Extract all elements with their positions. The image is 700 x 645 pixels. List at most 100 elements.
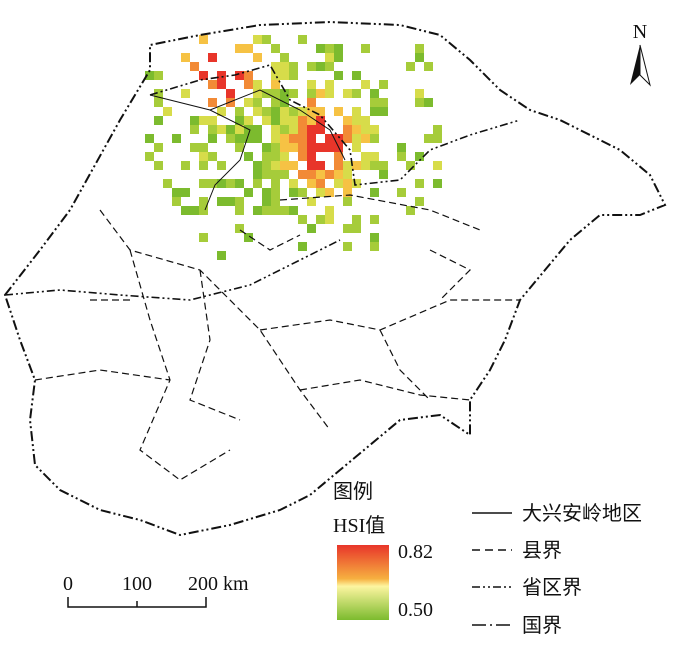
habitat-cell [325,143,334,152]
habitat-cell [424,134,433,143]
scale-label: 200 km [188,573,249,595]
habitat-cell [190,125,199,134]
habitat-cell [289,143,298,152]
habitat-cell [316,143,325,152]
habitat-cell [343,125,352,134]
habitat-cell [208,134,217,143]
habitat-cell [244,134,253,143]
habitat-cell [271,71,280,80]
habitat-cell [307,80,316,89]
habitat-cell [298,152,307,161]
habitat-cell [280,116,289,125]
habitat-cell [271,197,280,206]
habitat-cell [316,62,325,71]
habitat-cell [190,143,199,152]
habitat-cell [334,161,343,170]
habitat-cell [307,89,316,98]
habitat-cell [217,179,226,188]
habitat-cell [262,107,271,116]
habitat-cell [298,170,307,179]
habitat-cell [271,134,280,143]
habitat-cell [298,242,307,251]
habitat-cell [190,62,199,71]
habitat-cell [325,215,334,224]
habitat-cell [298,188,307,197]
habitat-cell [352,125,361,134]
habitat-cell [154,116,163,125]
habitat-cell [325,80,334,89]
habitat-cell [406,161,415,170]
legend-item: 大兴安岭地区 [522,502,642,525]
habitat-cell [208,80,217,89]
habitat-cell [316,215,325,224]
habitat-cell [289,62,298,71]
habitat-cell [235,116,244,125]
habitat-cell [226,134,235,143]
legend-gradient [337,545,389,620]
habitat-cells [145,35,442,260]
habitat-cell [235,125,244,134]
habitat-cell [226,179,235,188]
habitat-cell [208,152,217,161]
habitat-cell [181,161,190,170]
habitat-cell [244,98,253,107]
habitat-cell [199,179,208,188]
habitat-cell [172,188,181,197]
habitat-cell [280,161,289,170]
habitat-cell [316,161,325,170]
habitat-cell [370,89,379,98]
habitat-cell [352,224,361,233]
habitat-cell [271,161,280,170]
habitat-cell [406,206,415,215]
habitat-cell [415,44,424,53]
habitat-cell [289,71,298,80]
scale-bar: 0 100 200 km [63,573,249,608]
habitat-cell [415,152,424,161]
habitat-cell [262,197,271,206]
habitat-cell [352,161,361,170]
habitat-cell [334,179,343,188]
habitat-cell [280,53,289,62]
habitat-cell [199,116,208,125]
habitat-cell [343,179,352,188]
habitat-cell [316,179,325,188]
habitat-cell [397,143,406,152]
habitat-cell [352,89,361,98]
habitat-cell [262,161,271,170]
habitat-cell [307,98,316,107]
habitat-cell [343,197,352,206]
habitat-cell [298,125,307,134]
habitat-cell [280,143,289,152]
habitat-cell [280,206,289,215]
habitat-cell [262,170,271,179]
habitat-cell [271,62,280,71]
habitat-cell [379,98,388,107]
habitat-cell [217,107,226,116]
habitat-cell [307,107,316,116]
habitat-cell [172,134,181,143]
habitat-cell [397,188,406,197]
habitat-cell [271,89,280,98]
habitat-cell [262,188,271,197]
habitat-cell [325,170,334,179]
habitat-cell [289,116,298,125]
north-arrow [630,44,651,87]
habitat-cell [271,143,280,152]
habitat-cell [181,188,190,197]
habitat-cell [163,179,172,188]
habitat-cell [280,134,289,143]
habitat-cell [280,125,289,134]
habitat-cell [352,116,361,125]
habitat-cell [244,233,253,242]
habitat-cell [253,35,262,44]
legend-max: 0.82 [398,541,433,563]
habitat-cell [199,35,208,44]
habitat-cell [289,206,298,215]
habitat-cell [289,89,298,98]
habitat-cell [307,116,316,125]
habitat-cell [262,116,271,125]
habitat-cell [343,170,352,179]
habitat-cell [370,107,379,116]
habitat-cell [370,152,379,161]
habitat-cell [433,134,442,143]
